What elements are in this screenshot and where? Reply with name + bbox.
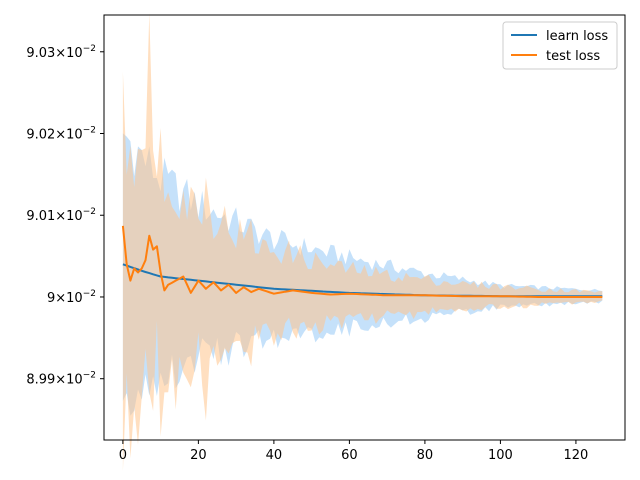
y-axis-ticks: 8.99×10−2 9×10−2 9.01×10−2 9.02×10−2 9.03×10… bbox=[26, 44, 104, 388]
band-test-loss bbox=[122, 13, 603, 472]
x-tick-label: 120 bbox=[564, 448, 589, 463]
x-axis-ticks: 0 20 40 60 80 100 120 bbox=[119, 440, 589, 463]
x-tick-label: 0 bbox=[119, 448, 127, 463]
axes-frame bbox=[103, 14, 626, 441]
line-test-loss bbox=[121, 225, 603, 298]
y-tick-label: 9.01×10−2 bbox=[26, 207, 96, 224]
x-tick-label: 60 bbox=[341, 448, 358, 463]
x-tick-label: 40 bbox=[266, 448, 283, 463]
y-tick-label: 9×10−2 bbox=[47, 289, 96, 306]
y-tick-label: 9.03×10−2 bbox=[26, 44, 96, 61]
legend: learn loss test loss bbox=[502, 21, 618, 70]
legend-label-learn-loss: learn loss bbox=[546, 29, 608, 44]
series-lines bbox=[121, 225, 603, 298]
x-tick-label: 80 bbox=[417, 448, 434, 463]
legend-box bbox=[502, 21, 618, 70]
x-tick-label: 20 bbox=[190, 448, 207, 463]
legend-label-test-loss: test loss bbox=[546, 49, 600, 64]
y-tick-label: 8.99×10−2 bbox=[26, 371, 96, 388]
confidence-bands bbox=[122, 13, 603, 472]
x-tick-label: 100 bbox=[488, 448, 513, 463]
y-tick-label: 9.02×10−2 bbox=[26, 126, 96, 143]
